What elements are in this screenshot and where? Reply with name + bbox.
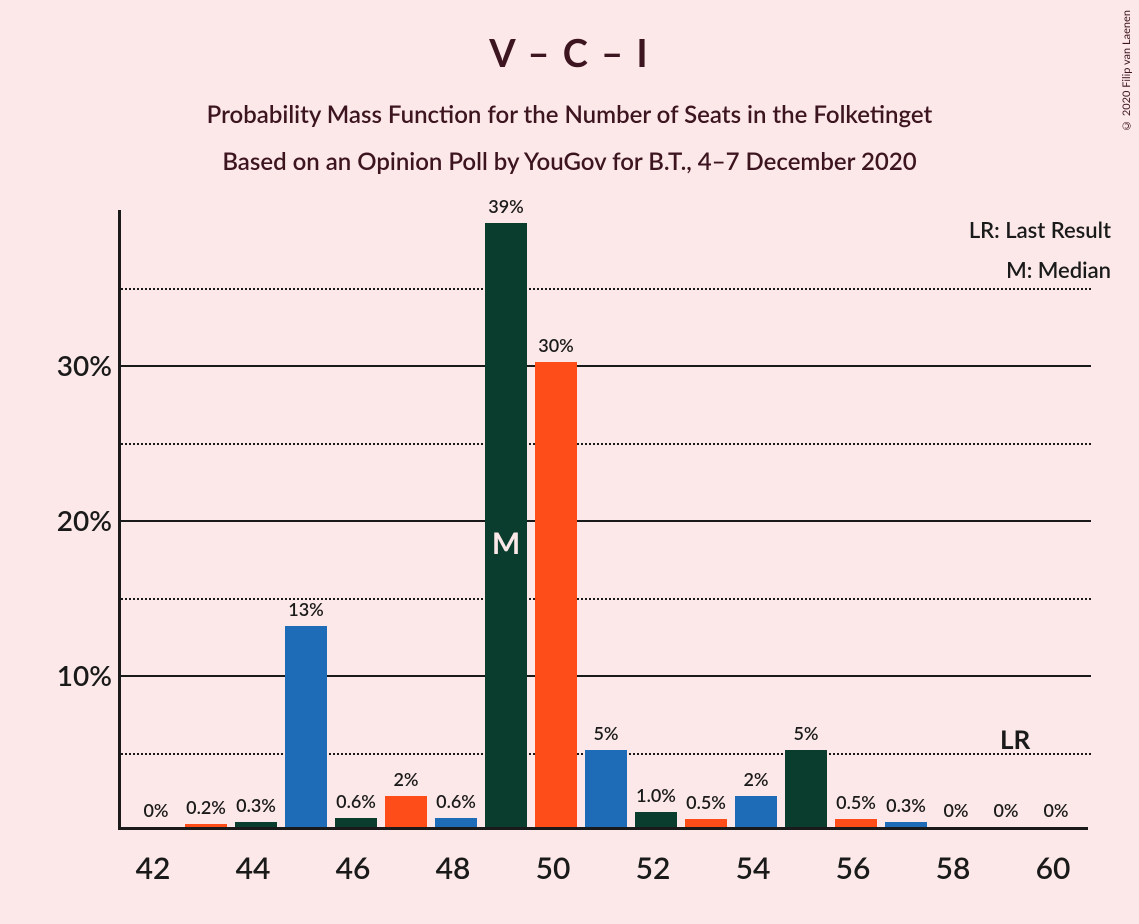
bar: [435, 818, 477, 827]
y-tick-label: 10%: [2, 658, 112, 692]
bar: [585, 750, 627, 828]
bar-value-label: 1.0%: [636, 784, 676, 806]
gridline-minor: [121, 443, 1091, 445]
bar-value-label: 0.5%: [836, 791, 876, 813]
x-tick-label: 58: [936, 850, 971, 886]
bar-value-label: 39%: [488, 195, 523, 217]
bar-value-label: 0.6%: [336, 790, 376, 812]
y-tick-label: 20%: [2, 503, 112, 537]
bar-value-label: 0%: [1043, 799, 1068, 821]
bar: [535, 362, 577, 827]
gridline-major: [121, 675, 1091, 677]
plot: 0%0.2%0.3%13%0.6%2%0.6%39%M30%5%1.0%0.5%…: [118, 210, 1088, 830]
bar: [185, 824, 227, 827]
chart-title: V – C – I: [0, 0, 1139, 76]
x-tick-label: 56: [836, 850, 871, 886]
x-tick-label: 48: [436, 850, 471, 886]
x-tick-label: 50: [536, 850, 571, 886]
x-tick-label: 44: [236, 850, 271, 886]
bar-value-label: 0.6%: [436, 790, 476, 812]
lr-marker: LR: [1000, 723, 1030, 755]
bar: [885, 822, 927, 827]
bar-value-label: 0.2%: [186, 796, 226, 818]
bar: [835, 819, 877, 827]
bar: [285, 626, 327, 828]
bar-value-label: 2%: [393, 768, 418, 790]
gridline-major: [121, 365, 1091, 367]
chart-area: 0%0.2%0.3%13%0.6%2%0.6%39%M30%5%1.0%0.5%…: [118, 210, 1108, 830]
bar-value-label: 0%: [143, 799, 168, 821]
bar-value-label: 30%: [538, 334, 573, 356]
bar-value-label: 0.5%: [686, 791, 726, 813]
x-tick-label: 54: [736, 850, 771, 886]
x-tick-label: 42: [136, 850, 171, 886]
bar-value-label: 0.3%: [886, 794, 926, 816]
bar: [635, 812, 677, 828]
median-marker: M: [492, 525, 520, 561]
y-tick-label: 30%: [2, 348, 112, 382]
gridline-minor: [121, 598, 1091, 600]
bar-value-label: 0%: [993, 799, 1018, 821]
bar-value-label: 5%: [793, 722, 818, 744]
bar: [335, 818, 377, 827]
bar-value-label: 0%: [943, 799, 968, 821]
x-tick-label: 52: [636, 850, 671, 886]
bar: [785, 750, 827, 828]
chart-subtitle-1: Probability Mass Function for the Number…: [0, 100, 1139, 129]
bar: [685, 819, 727, 827]
bar-value-label: 13%: [288, 598, 323, 620]
bar-value-label: 0.3%: [236, 794, 276, 816]
bar-value-label: 5%: [593, 722, 618, 744]
copyright-text: © 2020 Filip van Laenen: [1120, 10, 1133, 132]
bar: [235, 822, 277, 827]
bar-value-label: 2%: [743, 768, 768, 790]
x-tick-label: 46: [336, 850, 371, 886]
bar: [735, 796, 777, 827]
bar: [385, 796, 427, 827]
gridline-minor: [121, 288, 1091, 290]
chart-subtitle-2: Based on an Opinion Poll by YouGov for B…: [0, 147, 1139, 176]
x-tick-label: 60: [1036, 850, 1071, 886]
gridline-major: [121, 520, 1091, 522]
